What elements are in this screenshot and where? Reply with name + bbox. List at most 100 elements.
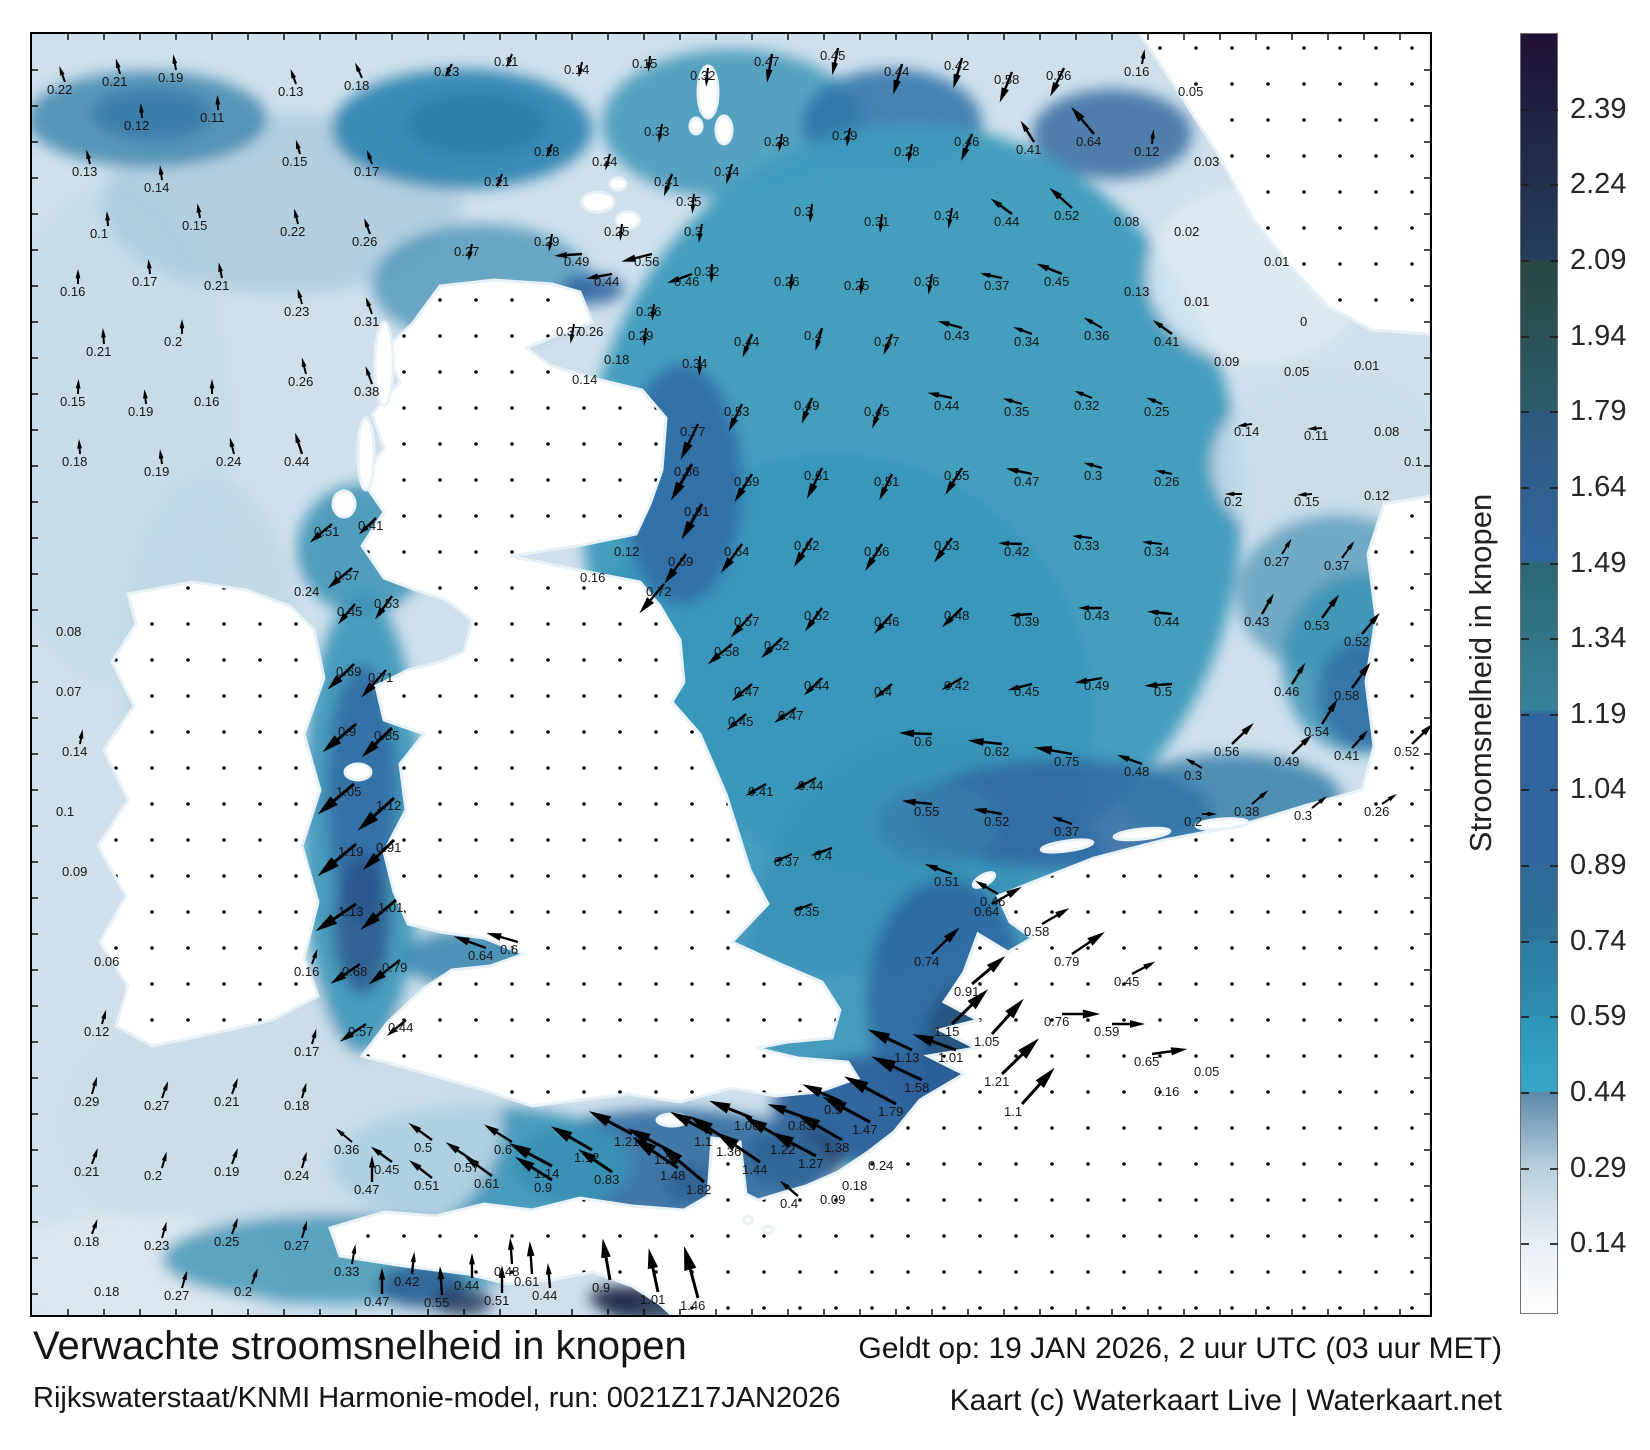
current-value-label: 0.44 — [388, 1020, 413, 1035]
current-value-label: 1.01 — [378, 900, 403, 915]
current-value-label: 0.35 — [794, 904, 819, 919]
colorbar-tick-mark — [1521, 411, 1529, 414]
current-arrow-head — [1087, 931, 1105, 946]
current-arrow-head — [657, 133, 663, 143]
current-arrow-head — [196, 203, 202, 213]
current-arrow-head — [75, 269, 81, 279]
current-value-label: 0.51 — [934, 874, 959, 889]
current-value-label: 0.4 — [804, 328, 822, 343]
current-arrow-head — [934, 549, 946, 563]
current-value-label: 0.69 — [336, 664, 361, 679]
current-arrow-head — [1144, 681, 1158, 689]
current-arrow-head — [1150, 129, 1155, 139]
current-arrow-head — [290, 68, 296, 79]
current-arrow-head — [1035, 1067, 1055, 1089]
current-arrow-head — [569, 334, 575, 344]
current-arrow-head — [1421, 725, 1430, 736]
current-value-label: 0.41 — [654, 174, 679, 189]
current-value-label: 0.35 — [1004, 404, 1029, 419]
current-value-label: 0.21 — [74, 1164, 99, 1179]
colorbar-tick-mark — [1550, 789, 1558, 792]
current-arrow-head — [498, 1265, 506, 1278]
current-arrow-head — [139, 103, 144, 113]
current-arrow-head — [554, 251, 568, 259]
current-arrow-head — [1327, 699, 1338, 713]
current-value-label: 0.16 — [294, 964, 319, 979]
current-arrow-head — [1071, 106, 1085, 122]
current-arrow-head — [311, 1028, 317, 1039]
islands — [331, 64, 1250, 1236]
current-value-label: 0.57 — [454, 1160, 479, 1175]
current-value-label: 0.62 — [984, 744, 1009, 759]
current-arrow-head — [704, 77, 710, 87]
current-value-label: 0.05 — [1194, 1064, 1219, 1079]
colorbar-tick-mark — [1550, 1243, 1558, 1246]
current-arrow-head — [1083, 462, 1094, 468]
current-value-label: 0.01 — [1264, 254, 1289, 269]
current-arrow-head — [1146, 397, 1156, 404]
map-canvas: 0.22 0.21 0.19 0.12 0.11 0.13 0.14 0.1 0.15 0.16 0… — [32, 34, 1430, 1315]
current-value-label: 0.2 — [234, 1284, 252, 1299]
current-value-label: 0.46 — [980, 894, 1005, 909]
current-value-label: 0.71 — [368, 670, 393, 685]
current-value-label: 1.01 — [640, 1292, 665, 1307]
current-arrow-head — [878, 223, 884, 233]
current-value-label: 0.13 — [434, 64, 459, 79]
current-arrow-head — [312, 948, 318, 959]
current-arrow-head — [709, 273, 715, 283]
current-value-label: 0.37 — [1324, 558, 1349, 573]
colorbar-tick-label: 0.14 — [1570, 1227, 1627, 1260]
colorbar-tick-label: 2.09 — [1570, 243, 1627, 276]
current-arrow-head — [115, 58, 121, 69]
current-value-label: 0.44 — [798, 778, 823, 793]
current-value-label: 0.64 — [974, 904, 999, 919]
current-value-label: 0.57 — [734, 614, 759, 629]
current-value-label: 0.09 — [1214, 354, 1239, 369]
current-value-label: 0.29 — [832, 128, 857, 143]
current-arrow-head — [1266, 593, 1274, 605]
current-arrow-head — [508, 1143, 532, 1159]
current-value-label: 0.15 — [182, 218, 207, 233]
current-arrow-head — [1018, 1038, 1040, 1059]
colorbar-tick-mark — [1550, 1167, 1558, 1170]
current-arrow-head — [1005, 998, 1024, 1019]
colorbar-tick-mark — [1550, 865, 1558, 868]
current-arrow-head — [364, 218, 370, 228]
colorbar-tick-mark — [1521, 638, 1529, 641]
current-value-label: 0.45 — [864, 404, 889, 419]
current-arrow-head — [218, 262, 223, 273]
current-arrow-head — [912, 1034, 935, 1047]
current-arrow-head — [335, 1128, 345, 1137]
colorbar-tick-mark — [1521, 108, 1529, 111]
current-value-label: 0.41 — [1154, 334, 1179, 349]
current-arrow-head — [761, 646, 773, 659]
current-value-label: 1.22 — [770, 1142, 795, 1157]
current-arrow-head — [1387, 793, 1397, 802]
current-arrow-head — [374, 606, 386, 620]
current-value-label: 0.18 — [842, 1178, 867, 1193]
current-value-label: 0.46 — [954, 134, 979, 149]
current-arrow-head — [1359, 662, 1371, 677]
current-arrow-head — [453, 936, 470, 946]
current-value-label: 0.91 — [376, 840, 401, 855]
current-value-label: 0.45 — [1014, 684, 1039, 699]
current-arrow-head — [893, 79, 901, 95]
current-value-label: 0.16 — [194, 394, 219, 409]
current-value-label: 0.21 — [484, 174, 509, 189]
colorbar-tick-mark — [1550, 335, 1558, 338]
current-arrow-head — [767, 1104, 787, 1115]
current-value-label: 0.12 — [1364, 488, 1389, 503]
current-value-label: 0.34 — [1014, 334, 1039, 349]
current-value-label: 0.65 — [1134, 1054, 1159, 1069]
current-value-label: 0.45 — [337, 604, 362, 619]
current-value-label: 0.38 — [354, 384, 379, 399]
current-value-label: 0.44 — [1154, 614, 1179, 629]
colorbar-tick-mark — [1521, 562, 1529, 565]
colorbar-tick-label: 1.04 — [1570, 773, 1627, 806]
current-value-label: 0.34 — [714, 164, 739, 179]
current-arrow-head — [161, 1151, 167, 1162]
current-value-label: 0.11 — [1304, 428, 1328, 443]
current-value-label: 0.52 — [984, 814, 1009, 829]
current-value-label: 0.77 — [680, 424, 705, 439]
current-arrow-head — [1259, 790, 1269, 799]
